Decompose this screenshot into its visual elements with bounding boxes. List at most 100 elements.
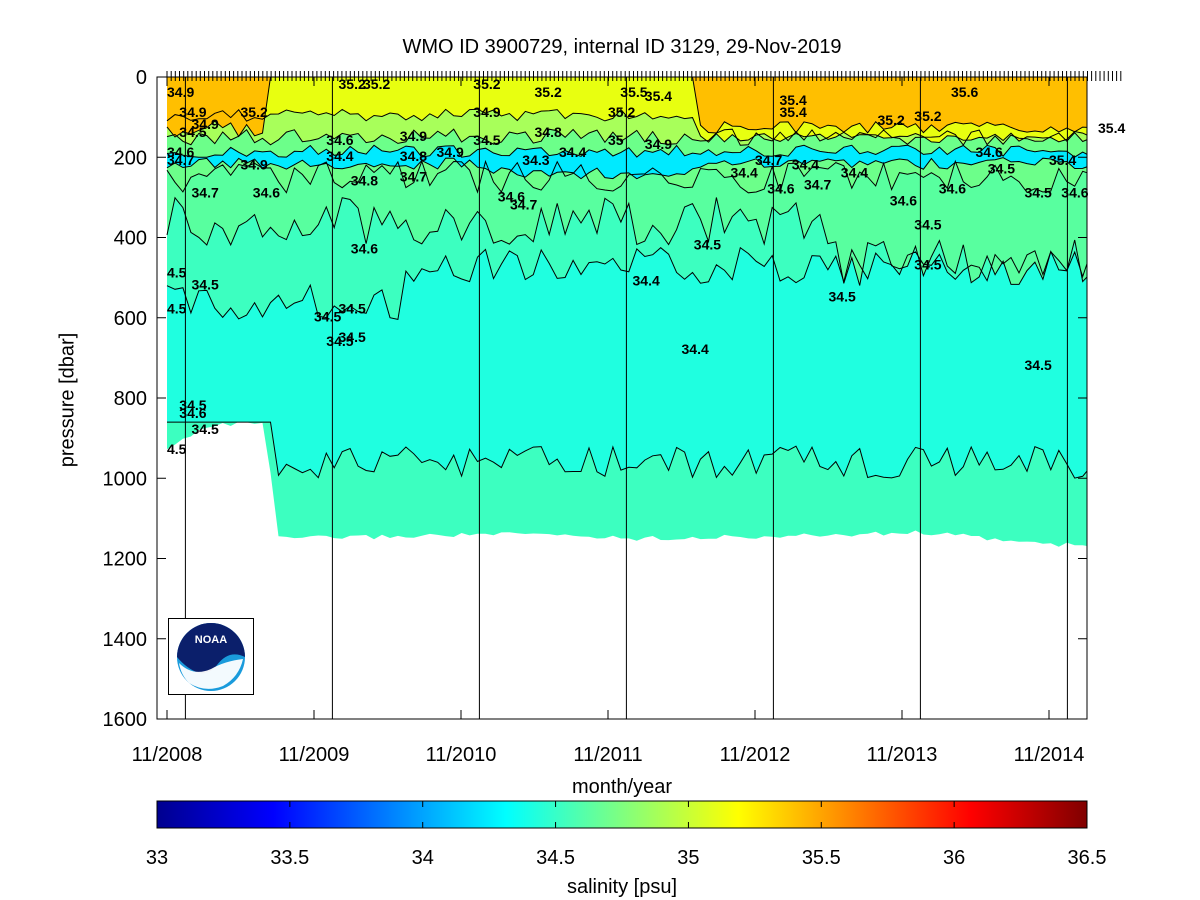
- contour-label: 4.5: [167, 265, 187, 281]
- contour-label: 34.6: [179, 405, 206, 421]
- x-axis-label: month/year: [571, 776, 673, 798]
- contour-label: 34.6: [253, 184, 280, 200]
- contour-label: 34.4: [841, 164, 868, 180]
- contour-label: 34.6: [890, 192, 917, 208]
- colorbar-label: salinity [psu]: [566, 876, 678, 898]
- noaa-logo: NOAA: [168, 618, 254, 695]
- contour-label: 34.4: [326, 148, 353, 164]
- contour-label: 34.9: [400, 128, 427, 144]
- contour-label: 35.2: [878, 112, 905, 128]
- contour-label: 34.5: [829, 289, 856, 305]
- contour-label: 4.5: [167, 441, 187, 457]
- colorbar-tick-label: 36.5: [1068, 847, 1107, 869]
- contour-label: 34.4: [633, 273, 660, 289]
- y-tick-label: 200: [114, 147, 147, 169]
- x-tick-label: 11/2008: [132, 744, 203, 766]
- y-tick-label: 1000: [103, 468, 148, 490]
- contour-label: 34.7: [192, 184, 219, 200]
- x-tick-label: 11/2010: [426, 744, 497, 766]
- contour-label: 34.4: [792, 156, 819, 172]
- contour-label: 34.5: [314, 309, 341, 325]
- contour-label: 35.2: [363, 76, 390, 92]
- contour-label: 34.5: [339, 301, 366, 317]
- contour-label: 35.2: [608, 104, 635, 120]
- contour-label: 35.4: [1049, 152, 1076, 168]
- contour-label: 35.2: [535, 84, 562, 100]
- noaa-logo-icon: NOAA: [177, 623, 245, 691]
- y-axis-label: pressure [dbar]: [56, 332, 79, 468]
- contour-label: 34.5: [192, 277, 219, 293]
- contour-label: 34.7: [804, 176, 831, 192]
- contour-label: 34.5: [1025, 357, 1052, 373]
- contour-label: 4.5: [167, 301, 187, 317]
- contour-label: 34.7: [400, 168, 427, 184]
- salinity-layer-35.2-contour-bottom: [166, 108, 1087, 144]
- x-tick-label: 11/2009: [279, 744, 350, 766]
- contour-label: 34.9: [192, 116, 219, 132]
- y-tick-label: 1600: [103, 709, 148, 731]
- contour-label: 34.9: [167, 84, 194, 100]
- salinity-layer-34.45-contour: [166, 246, 1087, 320]
- y-tick-label: 400: [114, 228, 147, 250]
- contour-label: 34.4: [682, 341, 709, 357]
- contour-label: 34.6: [326, 132, 353, 148]
- colorbar-tick-label: 33: [146, 847, 168, 869]
- colorbar-tick-label: 34: [412, 847, 434, 869]
- contour-label: 35.4: [780, 104, 807, 120]
- contour-label: 34.8: [351, 172, 378, 188]
- contour-label: 34.5: [1025, 184, 1052, 200]
- contour-label: 34.8: [535, 124, 562, 140]
- contour-label: 35.4: [780, 92, 807, 108]
- contour-label: 34.3: [522, 152, 549, 168]
- contour-label: 34.7: [510, 196, 537, 212]
- contour-label: 34.5: [326, 333, 353, 349]
- contour-label: 35.2: [241, 104, 268, 120]
- contour-label: 34.5: [179, 124, 206, 140]
- y-tick-label: 0: [136, 67, 147, 89]
- y-tick-label: 1400: [103, 629, 148, 651]
- contour-label: 34.7: [167, 152, 194, 168]
- contour-label: 34.5: [988, 160, 1015, 176]
- contour-label: 35.2: [473, 76, 500, 92]
- contour-label: 34.6: [498, 188, 525, 204]
- contour-label: 34.4: [731, 164, 758, 180]
- salinity-layer-35.4-contour-bottom: [166, 77, 1087, 138]
- contour-label: 35.4: [645, 88, 672, 104]
- x-tick-label: 11/2014: [1014, 744, 1085, 766]
- x-tick-label: 11/2012: [720, 744, 791, 766]
- salinity-layer-34.9-contour-bottom: [166, 128, 1087, 146]
- y-tick-label: 1200: [103, 549, 148, 571]
- contour-label: 34.6: [976, 144, 1003, 160]
- salinity-layer-34.3-contour-bottom: [166, 157, 1087, 180]
- salinity-layer-34.7-contour-bottom: [166, 159, 1087, 194]
- y-tick-label: 600: [114, 308, 147, 330]
- contour-label: 34.7: [755, 152, 782, 168]
- contour-label: 34.5: [914, 216, 941, 232]
- x-tick-label: 11/2013: [867, 744, 938, 766]
- salinity-layer-34.6-contour-bottom: [166, 196, 1087, 286]
- contour-label: 34.9: [645, 136, 672, 152]
- contour-label: 34.9: [437, 144, 464, 160]
- contour-label: 34.6: [351, 241, 378, 257]
- colorbar: [156, 800, 1088, 829]
- colorbar-tick-label: 33.5: [270, 847, 309, 869]
- contour-label: 34.6: [167, 144, 194, 160]
- contour-label: 35.6: [951, 84, 978, 100]
- salinity-layer-34.45: [167, 247, 1087, 479]
- y-tick-label: 800: [114, 388, 147, 410]
- contour-label: 35.2: [339, 76, 366, 92]
- salinity-layer-35.4: [167, 77, 1087, 137]
- colorbar-tick-label: 35.5: [802, 847, 841, 869]
- chart-title: WMO ID 3900729, internal ID 3129, 29-Nov…: [402, 36, 842, 58]
- contour-label: 34.5: [694, 237, 721, 253]
- contour-label: 34.6: [767, 180, 794, 196]
- contour-label: 34.5: [473, 132, 500, 148]
- svg-text:NOAA: NOAA: [195, 634, 227, 646]
- contour-label: 34.5: [339, 329, 366, 345]
- contour-label: 34.9: [179, 104, 206, 120]
- contour-label: 35: [608, 132, 624, 148]
- contour-label: 35.5: [620, 84, 647, 100]
- contour-label: 34.6: [939, 180, 966, 196]
- contour-label: 35.2: [914, 108, 941, 124]
